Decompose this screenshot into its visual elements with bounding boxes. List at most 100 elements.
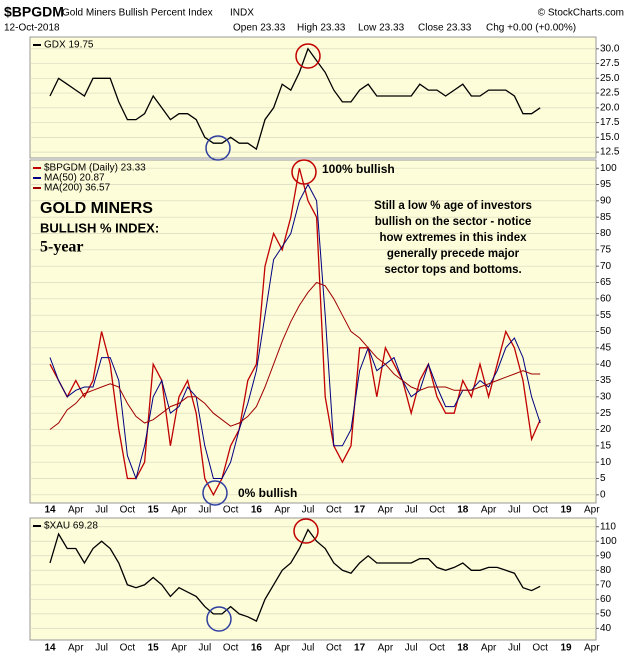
x-tick-label: Oct bbox=[326, 643, 342, 654]
y-tick-label: 85 bbox=[600, 212, 612, 223]
x-tick-label: 16 bbox=[251, 505, 263, 516]
y-tick-label: 30.0 bbox=[600, 43, 620, 54]
x-tick-label: Oct bbox=[429, 505, 445, 516]
x-tick-label: 15 bbox=[148, 643, 160, 654]
y-tick-label: 75 bbox=[600, 244, 612, 255]
annotation: 0% bullish bbox=[238, 486, 297, 500]
annotation: 100% bullish bbox=[322, 162, 395, 176]
x-tick-label: Apr bbox=[584, 505, 600, 516]
x-tick-label: 14 bbox=[44, 643, 56, 654]
x-tick-label: Apr bbox=[584, 643, 600, 654]
y-tick-label: 17.5 bbox=[600, 117, 620, 128]
x-tick-label: Apr bbox=[378, 505, 394, 516]
panel bbox=[29, 36, 597, 159]
y-tick-label: 20.0 bbox=[600, 102, 620, 113]
annotation: how extremes in this index bbox=[380, 232, 528, 244]
x-tick-label: Apr bbox=[171, 505, 187, 516]
y-tick-label: 0 bbox=[600, 489, 606, 500]
highlight-circle bbox=[206, 606, 232, 632]
x-tick-label: 18 bbox=[457, 643, 469, 654]
symbol: $BPGDM bbox=[4, 4, 64, 20]
x-tick-label: 14 bbox=[44, 505, 56, 516]
x-tick-label: 18 bbox=[457, 505, 469, 516]
date: 12-Oct-2018 bbox=[4, 23, 60, 34]
y-tick-label: 90 bbox=[600, 550, 612, 561]
x-tick-label: Jul bbox=[508, 643, 521, 654]
x-tick-label: 17 bbox=[354, 505, 366, 516]
x-tick-label: Oct bbox=[429, 643, 445, 654]
y-tick-label: 45 bbox=[600, 342, 612, 353]
y-tick-label: 55 bbox=[600, 310, 612, 321]
x-tick-label: Jul bbox=[302, 643, 315, 654]
x-tick-label: Jul bbox=[302, 505, 315, 516]
x-tick-label: Jul bbox=[405, 643, 418, 654]
quote-item: Open 23.33 bbox=[233, 23, 286, 34]
y-tick-label: 15.0 bbox=[600, 132, 620, 143]
exchange: INDX bbox=[230, 8, 254, 19]
quote-item: Chg +0.00 (+0.00%) bbox=[486, 23, 576, 34]
y-tick-label: 50 bbox=[600, 326, 612, 337]
x-tick-label: Jul bbox=[95, 505, 108, 516]
annotation: sector tops and bottoms. bbox=[384, 264, 521, 276]
y-tick-label: 60 bbox=[600, 594, 612, 605]
x-tick-label: Apr bbox=[481, 643, 497, 654]
x-tick-label: Apr bbox=[481, 505, 497, 516]
x-tick-label: Oct bbox=[120, 505, 136, 516]
x-tick-label: 19 bbox=[560, 505, 572, 516]
y-tick-label: 95 bbox=[600, 179, 612, 190]
legend-label: MA(200) 36.57 bbox=[44, 183, 111, 194]
y-tick-label: 22.5 bbox=[600, 88, 620, 99]
x-tick-label: Jul bbox=[95, 643, 108, 654]
x-tick-label: Oct bbox=[532, 643, 548, 654]
highlight-circle bbox=[293, 518, 319, 544]
x-tick-label: Apr bbox=[68, 643, 84, 654]
highlight-circle bbox=[295, 43, 321, 69]
quote-item: Low 23.33 bbox=[358, 23, 405, 34]
y-tick-label: 60 bbox=[600, 293, 612, 304]
x-tick-label: Oct bbox=[223, 505, 239, 516]
series-line bbox=[49, 168, 541, 497]
y-tick-label: 50 bbox=[600, 608, 612, 619]
x-tick-label: Oct bbox=[326, 505, 342, 516]
x-tick-label: Apr bbox=[171, 643, 187, 654]
y-tick-label: 65 bbox=[600, 277, 612, 288]
x-tick-label: Apr bbox=[274, 643, 290, 654]
series-line bbox=[49, 528, 541, 622]
y-tick-label: 100 bbox=[600, 536, 617, 547]
y-tick-label: 10 bbox=[600, 457, 612, 468]
x-tick-label: Jul bbox=[198, 505, 211, 516]
y-tick-label: 35 bbox=[600, 375, 612, 386]
source: © StockCharts.com bbox=[538, 8, 624, 19]
x-tick-label: Apr bbox=[378, 643, 394, 654]
highlight-circle bbox=[291, 159, 317, 185]
x-tick-label: Oct bbox=[223, 643, 239, 654]
y-tick-label: 80 bbox=[600, 565, 612, 576]
legend-label: GDX 19.75 bbox=[44, 40, 94, 51]
y-tick-label: 25 bbox=[600, 408, 612, 419]
y-tick-label: 12.5 bbox=[600, 147, 620, 158]
y-tick-label: 40 bbox=[600, 623, 612, 634]
legend-label: $BPGDM (Daily) 23.33 bbox=[44, 163, 146, 174]
x-tick-label: Jul bbox=[198, 643, 211, 654]
y-tick-label: 90 bbox=[600, 195, 612, 206]
y-tick-label: 40 bbox=[600, 359, 612, 370]
y-tick-label: 80 bbox=[600, 228, 612, 239]
series-line bbox=[49, 281, 541, 430]
legend-label: $XAU 69.28 bbox=[44, 521, 98, 532]
y-tick-label: 110 bbox=[600, 521, 616, 532]
x-tick-label: 17 bbox=[354, 643, 366, 654]
x-tick-label: Jul bbox=[405, 505, 418, 516]
x-tick-label: 19 bbox=[560, 643, 572, 654]
y-tick-label: 27.5 bbox=[600, 58, 620, 69]
quote-item: Close 23.33 bbox=[418, 23, 472, 34]
legend-label: MA(50) 20.87 bbox=[44, 173, 105, 184]
annotation: Still a low % age of investors bbox=[374, 200, 532, 212]
annotation: bullish on the sector - notice bbox=[375, 216, 532, 228]
highlight-circle bbox=[202, 480, 228, 506]
x-tick-label: 16 bbox=[251, 643, 263, 654]
annotation: generally precede major bbox=[387, 248, 520, 260]
y-tick-label: 70 bbox=[600, 579, 612, 590]
y-tick-label: 20 bbox=[600, 424, 612, 435]
x-tick-label: Apr bbox=[274, 505, 290, 516]
x-tick-label: Oct bbox=[120, 643, 136, 654]
